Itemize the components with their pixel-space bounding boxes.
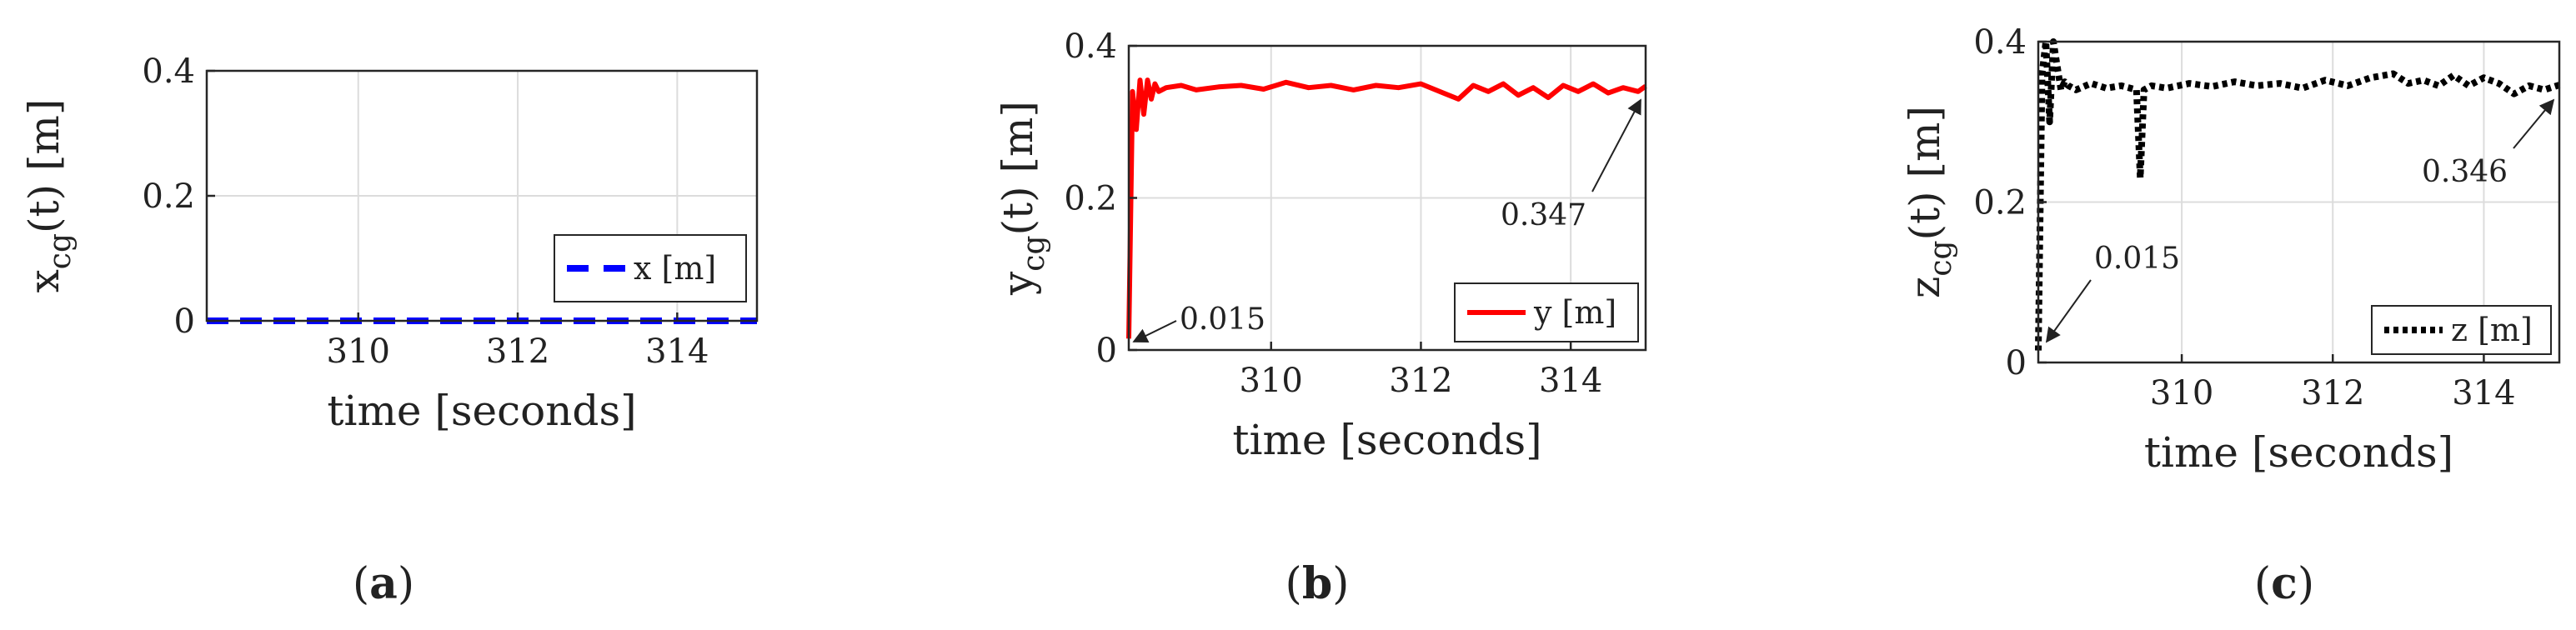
x-tick-label: 314 [2452, 374, 2515, 412]
series-line-y [1126, 78, 1647, 339]
y-tick-label: 0.2 [142, 178, 195, 216]
y-axis-label: zcg(t) [m] [1901, 106, 1958, 298]
x-tick-label: 314 [1539, 362, 1602, 400]
y-axis-label: xcg(t) [m] [20, 99, 78, 293]
y-tick-label: 0 [2006, 344, 2027, 382]
y-axis-label: ycg(t) [m] [994, 101, 1051, 296]
annotation-label: 0.347 [1501, 198, 1586, 232]
legend-label: z [m] [2451, 312, 2533, 348]
legend: x [m] [554, 234, 747, 302]
annotation-label: 0.015 [1180, 302, 1265, 337]
legend: y [m] [1454, 282, 1639, 342]
legend-box [554, 234, 747, 302]
legend-label: y [m] [1533, 294, 1616, 331]
x-tick-label: 310 [1240, 362, 1303, 400]
x-tick-label: 312 [1389, 362, 1452, 400]
y-tick-label: 0.2 [1973, 184, 2027, 222]
x-axis-label: time [seconds] [1232, 416, 1541, 464]
panel-label: (c) [2254, 558, 2314, 609]
y-tick-label: 0.4 [1064, 28, 1117, 66]
y-tick-label: 0.2 [1064, 180, 1117, 218]
series-line-z [2035, 38, 2561, 351]
annotation-arrow [2045, 279, 2092, 343]
x-axis-label: time [seconds] [2144, 428, 2453, 477]
panel-label: (b) [1285, 558, 1350, 609]
y-tick-label: 0.4 [142, 52, 195, 91]
x-tick-label: 310 [327, 332, 390, 371]
x-tick-label: 312 [2301, 374, 2364, 412]
annotation-arrow [1132, 320, 1177, 342]
annotation-arrow [2513, 98, 2555, 149]
annotation-arrow [1591, 98, 1641, 192]
annotation-label: 0.015 [2094, 242, 2180, 276]
x-tick-label: 310 [2150, 374, 2213, 412]
chart-panel-a: 310 312 314 0 0.2 0.4 time [seconds] xcg(t) [m]… [20, 52, 759, 609]
x-axis-label: time [seconds] [327, 387, 636, 435]
legend: z [m] [2371, 305, 2552, 355]
chart-panel-c: 310 312 314 0 0.2 0.4 time [seconds] zcg(t) [m]… [1901, 23, 2561, 609]
x-tick-label: 312 [486, 332, 549, 371]
y-tick-label: 0 [174, 302, 195, 341]
legend-box [2371, 305, 2552, 355]
chart-panel-b: 310 312 314 0 0.2 0.4 time [seconds] ycg(t) [m]… [994, 28, 1647, 609]
y-tick-label: 0.4 [1973, 23, 2027, 62]
y-tick-label: 0 [1096, 332, 1117, 370]
legend-label: x [m] [634, 250, 716, 287]
x-tick-label: 314 [645, 332, 709, 371]
panel-label: (a) [353, 558, 414, 609]
annotation-label: 0.346 [2422, 155, 2508, 189]
